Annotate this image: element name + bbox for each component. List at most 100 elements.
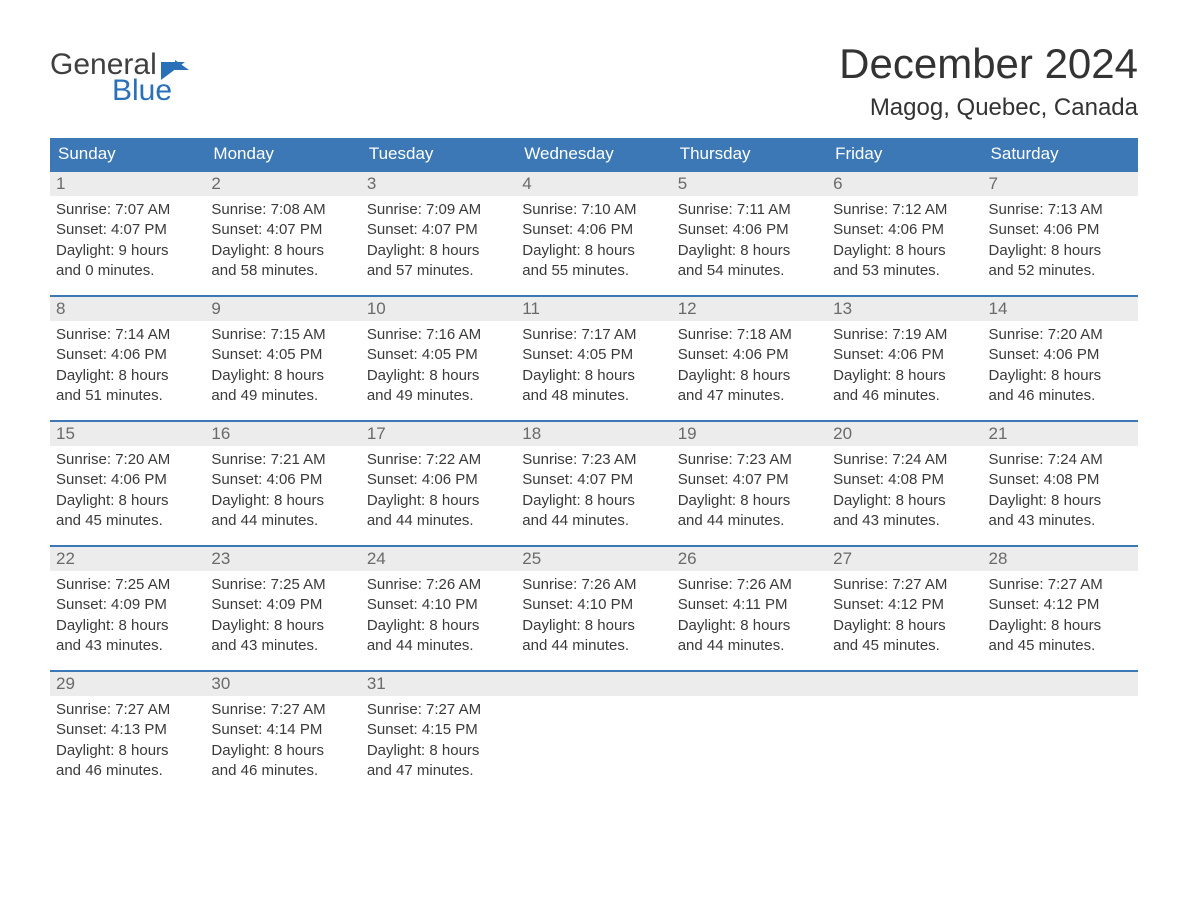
sunset-text: Sunset: 4:06 PM [211,470,354,490]
day-body: Sunrise: 7:07 AMSunset: 4:07 PMDaylight:… [50,196,205,281]
calendar-day: 4Sunrise: 7:10 AMSunset: 4:06 PMDaylight… [516,172,671,295]
sunrise-text: Sunrise: 7:23 AM [522,450,665,470]
day-number: 4 [516,172,671,196]
daylight-line1: Daylight: 8 hours [833,491,976,511]
daylight-line1: Daylight: 8 hours [678,241,821,261]
day-number-row: 14 [983,297,1138,321]
sunrise-text: Sunrise: 7:20 AM [56,450,199,470]
daylight-line2: and 44 minutes. [367,636,510,656]
sunrise-text: Sunrise: 7:21 AM [211,450,354,470]
day-number-row: 4 [516,172,671,196]
day-number-row: 1 [50,172,205,196]
daylight-line2: and 44 minutes. [522,511,665,531]
sunrise-text: Sunrise: 7:15 AM [211,325,354,345]
sunset-text: Sunset: 4:06 PM [56,470,199,490]
dow-saturday: Saturday [983,138,1138,170]
daylight-line1: Daylight: 8 hours [211,491,354,511]
daylight-line1: Daylight: 8 hours [833,241,976,261]
daylight-line2: and 44 minutes. [678,636,821,656]
sunrise-text: Sunrise: 7:13 AM [989,200,1132,220]
day-number-row: 30 [205,672,360,696]
weeks-container: 1Sunrise: 7:07 AMSunset: 4:07 PMDaylight… [50,170,1138,795]
day-body: Sunrise: 7:20 AMSunset: 4:06 PMDaylight:… [50,446,205,531]
day-body: Sunrise: 7:14 AMSunset: 4:06 PMDaylight:… [50,321,205,406]
day-number-row: 8 [50,297,205,321]
day-body: Sunrise: 7:25 AMSunset: 4:09 PMDaylight:… [205,571,360,656]
day-number: 15 [50,422,205,446]
daylight-line2: and 43 minutes. [211,636,354,656]
calendar-day: 6Sunrise: 7:12 AMSunset: 4:06 PMDaylight… [827,172,982,295]
daylight-line1: Daylight: 8 hours [989,241,1132,261]
day-number: 12 [672,297,827,321]
calendar-day: 14Sunrise: 7:20 AMSunset: 4:06 PMDayligh… [983,297,1138,420]
day-body: Sunrise: 7:18 AMSunset: 4:06 PMDaylight:… [672,321,827,406]
daylight-line1: Daylight: 8 hours [522,616,665,636]
day-number-row: 27 [827,547,982,571]
day-body: Sunrise: 7:13 AMSunset: 4:06 PMDaylight:… [983,196,1138,281]
day-body: Sunrise: 7:19 AMSunset: 4:06 PMDaylight:… [827,321,982,406]
daylight-line2: and 46 minutes. [833,386,976,406]
sunset-text: Sunset: 4:05 PM [367,345,510,365]
daylight-line1: Daylight: 8 hours [211,616,354,636]
day-body: Sunrise: 7:27 AMSunset: 4:12 PMDaylight:… [827,571,982,656]
day-number-row: 15 [50,422,205,446]
day-body: Sunrise: 7:26 AMSunset: 4:10 PMDaylight:… [361,571,516,656]
calendar-day: 24Sunrise: 7:26 AMSunset: 4:10 PMDayligh… [361,547,516,670]
daylight-line2: and 0 minutes. [56,261,199,281]
daylight-line2: and 53 minutes. [833,261,976,281]
day-number-row [516,672,671,696]
calendar-day: 31Sunrise: 7:27 AMSunset: 4:15 PMDayligh… [361,672,516,795]
day-body: Sunrise: 7:11 AMSunset: 4:06 PMDaylight:… [672,196,827,281]
day-number-row: 23 [205,547,360,571]
day-number-row: 24 [361,547,516,571]
daylight-line2: and 55 minutes. [522,261,665,281]
day-number: 21 [983,422,1138,446]
calendar-day: 28Sunrise: 7:27 AMSunset: 4:12 PMDayligh… [983,547,1138,670]
daylight-line1: Daylight: 8 hours [833,366,976,386]
sunset-text: Sunset: 4:06 PM [678,220,821,240]
calendar-day: 30Sunrise: 7:27 AMSunset: 4:14 PMDayligh… [205,672,360,795]
calendar-day: 13Sunrise: 7:19 AMSunset: 4:06 PMDayligh… [827,297,982,420]
day-number-row: 21 [983,422,1138,446]
day-body: Sunrise: 7:17 AMSunset: 4:05 PMDaylight:… [516,321,671,406]
calendar-day: 16 Sunrise: 7:21 AMSunset: 4:06 PMDayligh… [205,422,360,545]
calendar-day: 19Sunrise: 7:23 AMSunset: 4:07 PMDayligh… [672,422,827,545]
sunset-text: Sunset: 4:15 PM [367,720,510,740]
calendar-day: 23Sunrise: 7:25 AMSunset: 4:09 PMDayligh… [205,547,360,670]
sunrise-text: Sunrise: 7:26 AM [367,575,510,595]
day-number: 22 [50,547,205,571]
calendar-day: 18Sunrise: 7:23 AMSunset: 4:07 PMDayligh… [516,422,671,545]
day-body: Sunrise: 7:27 AMSunset: 4:13 PMDaylight:… [50,696,205,781]
day-number: 14 [983,297,1138,321]
sunrise-text: Sunrise: 7:10 AM [522,200,665,220]
daylight-line1: Daylight: 8 hours [211,241,354,261]
page-title: December 2024 [839,40,1138,88]
day-number-row: 16 [205,422,360,446]
day-number: 10 [361,297,516,321]
daylight-line2: and 45 minutes. [989,636,1132,656]
sunset-text: Sunset: 4:10 PM [522,595,665,615]
day-number: 28 [983,547,1138,571]
daylight-line2: and 45 minutes. [833,636,976,656]
day-number-row: 2 [205,172,360,196]
day-number-row: 25 [516,547,671,571]
calendar-day: 2Sunrise: 7:08 AMSunset: 4:07 PMDaylight… [205,172,360,295]
day-body: Sunrise: 7:09 AMSunset: 4:07 PMDaylight:… [361,196,516,281]
calendar-day: 21Sunrise: 7:24 AMSunset: 4:08 PMDayligh… [983,422,1138,545]
day-number: 8 [50,297,205,321]
sunset-text: Sunset: 4:06 PM [56,345,199,365]
day-number: 13 [827,297,982,321]
sunrise-text: Sunrise: 7:07 AM [56,200,199,220]
day-number: 5 [672,172,827,196]
title-block: December 2024 Magog, Quebec, Canada [839,40,1138,122]
day-number: 2 [205,172,360,196]
daylight-line2: and 44 minutes. [367,511,510,531]
daylight-line2: and 43 minutes. [833,511,976,531]
calendar-day: 25Sunrise: 7:26 AMSunset: 4:10 PMDayligh… [516,547,671,670]
dow-tuesday: Tuesday [361,138,516,170]
calendar-week: 22Sunrise: 7:25 AMSunset: 4:09 PMDayligh… [50,545,1138,670]
day-number: 27 [827,547,982,571]
sunrise-text: Sunrise: 7:27 AM [989,575,1132,595]
day-body: Sunrise: 7:27 AMSunset: 4:15 PMDaylight:… [361,696,516,781]
sunrise-text: Sunrise: 7:11 AM [678,200,821,220]
